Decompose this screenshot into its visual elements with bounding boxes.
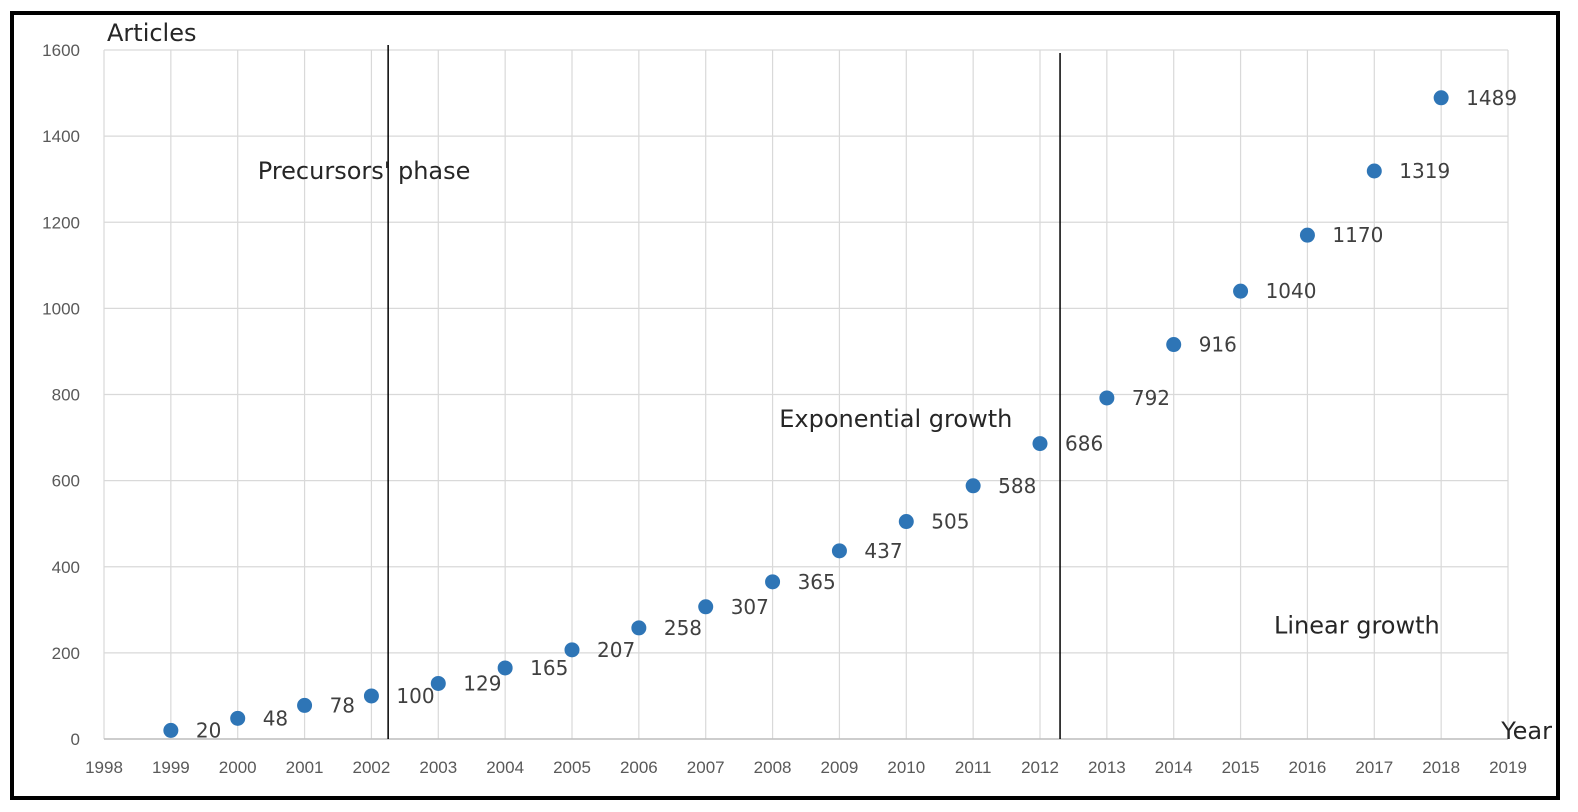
data-label-2007: 307 [731,595,769,619]
x-tick-2016: 2016 [1289,758,1327,777]
phase-label-2: Exponential growth [779,405,1012,433]
data-point-2007 [698,599,714,615]
data-point-2002 [363,688,379,704]
data-label-2013: 792 [1132,386,1170,410]
y-tick-1200: 1200 [42,213,80,232]
data-label-2010: 505 [931,510,969,534]
y-tick-0: 0 [71,730,80,749]
data-label-2016: 1170 [1332,223,1383,247]
data-point-2014 [1166,337,1182,353]
x-tick-2014: 2014 [1155,758,1193,777]
y-tick-400: 400 [52,558,80,577]
data-label-2005: 207 [597,638,635,662]
data-point-2016 [1299,227,1315,243]
x-tick-2012: 2012 [1021,758,1059,777]
data-labels: 20 48 78 100 129 165 207 258 307 365 437 505 588 686 7… [196,86,1517,743]
data-label-2015: 1040 [1266,279,1317,303]
data-point-2008 [765,574,781,590]
x-tick-1999: 1999 [152,758,190,777]
data-point-2010 [898,514,914,530]
data-point-2012 [1032,436,1048,452]
data-label-2004: 165 [530,656,568,680]
y-axis-title: Articles [107,19,197,47]
x-tick-2013: 2013 [1088,758,1126,777]
data-label-2012: 686 [1065,432,1103,456]
data-point-2018 [1433,90,1449,106]
data-label-2017: 1319 [1399,159,1450,183]
data-point-2009 [831,543,847,559]
x-tick-2005: 2005 [553,758,591,777]
x-tick-2006: 2006 [620,758,658,777]
y-tick-1400: 1400 [42,127,80,146]
data-point-1999 [163,722,179,738]
x-axis-ticks: 1998 1999 2000 2001 2002 2003 2004 2005 2006 2007… [85,758,1527,777]
x-tick-2019: 2019 [1489,758,1527,777]
data-point-2006 [631,620,647,636]
x-tick-2011: 2011 [955,758,992,777]
x-axis-title: Year [1500,717,1552,745]
y-tick-1600: 1600 [42,41,80,60]
data-point-2003 [430,675,446,691]
data-label-2008: 365 [798,570,836,594]
data-label-1999: 20 [196,718,221,742]
x-tick-1998: 1998 [85,758,123,777]
x-tick-2010: 2010 [887,758,925,777]
data-label-2002: 100 [396,684,434,708]
data-point-2017 [1366,163,1382,179]
chart-frame: 0 200 400 600 800 1000 1200 1400 1600 1998 1999 20… [10,11,1560,800]
data-points [163,90,1449,738]
x-tick-2015: 2015 [1222,758,1260,777]
data-label-2018: 1489 [1466,86,1517,110]
x-tick-2018: 2018 [1422,758,1460,777]
data-point-2013 [1099,390,1115,406]
y-tick-800: 800 [52,386,80,405]
x-tick-2008: 2008 [754,758,792,777]
y-tick-1000: 1000 [42,299,80,318]
data-label-2011: 588 [998,474,1036,498]
x-tick-2002: 2002 [353,758,391,777]
data-label-2009: 437 [864,539,902,563]
x-tick-2004: 2004 [486,758,524,777]
data-point-2011 [965,478,981,494]
data-label-2003: 129 [463,671,501,695]
y-tick-600: 600 [52,472,80,491]
phase-dividers [387,45,1061,739]
phase-annotations: Precursors' phase Exponential growth Linea… [258,157,1440,639]
data-point-2001 [297,697,313,713]
data-point-2000 [230,710,246,726]
data-label-2001: 78 [330,693,355,717]
x-tick-2017: 2017 [1355,758,1393,777]
y-axis-ticks: 0 200 400 600 800 1000 1200 1400 1600 [42,41,80,749]
data-point-2015 [1233,283,1249,299]
y-tick-200: 200 [52,644,80,663]
x-tick-2000: 2000 [219,758,257,777]
x-tick-2009: 2009 [821,758,859,777]
phase-label-1: Precursors' phase [258,157,471,185]
x-tick-2001: 2001 [286,758,324,777]
scatter-chart: 0 200 400 600 800 1000 1200 1400 1600 1998 1999 20… [42,19,1552,777]
data-point-2004 [497,660,513,676]
data-label-2000: 48 [263,706,288,730]
data-label-2006: 258 [664,616,702,640]
data-label-2014: 916 [1199,333,1237,357]
data-point-2005 [564,642,580,658]
x-tick-2003: 2003 [419,758,457,777]
phase-label-3: Linear growth [1274,611,1440,639]
x-tick-2007: 2007 [687,758,725,777]
